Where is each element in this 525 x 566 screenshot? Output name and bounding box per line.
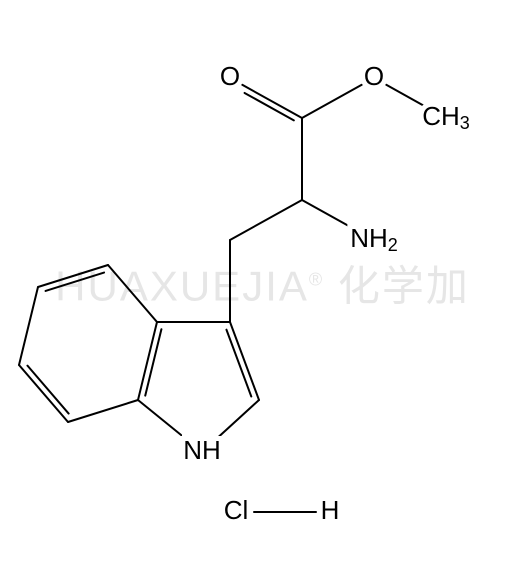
molecule-diagram: OOOOCH3CH3NH2NH2NHNHClClHH bbox=[0, 0, 525, 566]
atom-O1: O bbox=[220, 61, 240, 91]
atom-NH: NH bbox=[183, 435, 221, 465]
atom-CH3: CH3 bbox=[422, 101, 470, 133]
atom-Cl: Cl bbox=[224, 495, 249, 525]
atom-H: H bbox=[321, 495, 340, 525]
atom-O2: O bbox=[364, 61, 384, 91]
atom-NH2: NH2 bbox=[350, 223, 398, 255]
